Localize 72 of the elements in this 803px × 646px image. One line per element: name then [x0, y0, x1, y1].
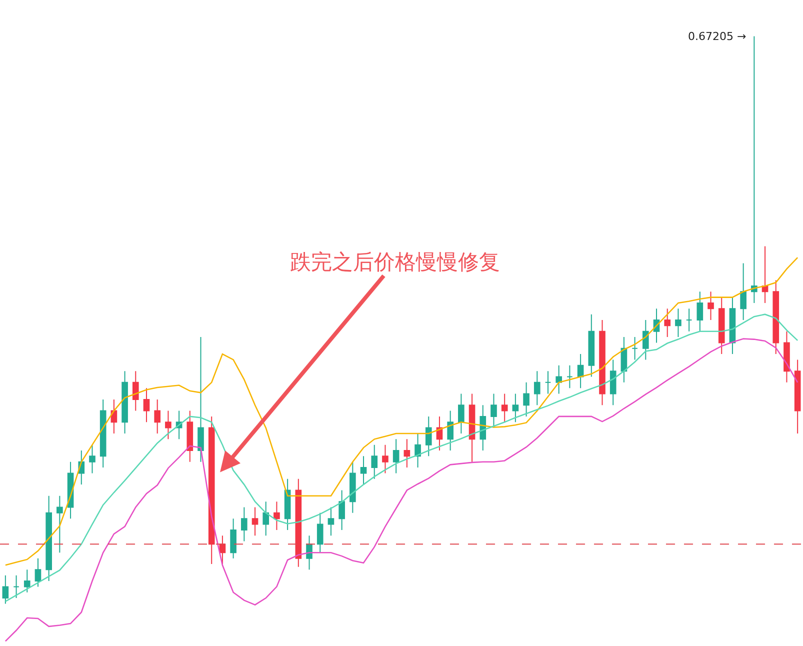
candlestick — [686, 308, 692, 332]
candlestick — [241, 506, 248, 542]
candlestick — [262, 501, 270, 536]
candlestick — [772, 280, 780, 355]
candlestick — [371, 444, 378, 480]
candlestick — [696, 291, 704, 332]
candlestick — [664, 308, 671, 338]
candlestick — [274, 501, 280, 530]
candlestick — [740, 262, 746, 320]
candlestick — [751, 36, 758, 304]
candlestick — [56, 495, 63, 554]
candlestick — [295, 478, 302, 568]
candlestick — [512, 393, 519, 423]
candlestick — [447, 410, 454, 452]
candlestick — [708, 291, 714, 320]
candlestick — [382, 444, 388, 474]
candlestick — [675, 308, 682, 338]
candlestick — [544, 370, 552, 394]
candlestick — [436, 416, 443, 452]
candlestick — [794, 359, 801, 434]
candlestick — [620, 336, 628, 383]
candlestick — [198, 336, 204, 462]
candlestick — [143, 388, 150, 423]
candlestick — [67, 461, 74, 520]
candlestick — [13, 574, 20, 599]
candlestick — [100, 398, 106, 468]
candlestick — [350, 461, 356, 514]
candlestick — [501, 393, 508, 423]
candlestick — [208, 416, 215, 564]
annotation: 0.67205 → — [688, 30, 746, 43]
candlestick — [762, 246, 768, 304]
candlestick — [610, 359, 616, 406]
candlestick — [523, 382, 530, 417]
candlestick — [729, 296, 736, 355]
candlestick — [404, 438, 410, 468]
candlestick — [122, 370, 128, 434]
candlestick — [566, 364, 573, 389]
candlestick — [186, 410, 194, 462]
candlestick — [154, 398, 160, 434]
candlestick — [2, 574, 9, 604]
candlestick — [24, 569, 30, 593]
candlestick — [392, 438, 400, 474]
candlestick — [458, 393, 464, 434]
candlestick — [490, 393, 497, 428]
candlestick — [165, 410, 172, 440]
candlestick — [534, 370, 540, 406]
candlestick — [89, 444, 96, 474]
candlestick — [599, 320, 606, 406]
candlestick — [316, 512, 324, 554]
candlestick — [110, 398, 118, 434]
candlestick — [360, 456, 367, 486]
candlestick — [632, 336, 638, 360]
candlestick — [338, 490, 345, 530]
candlestick — [414, 432, 421, 468]
candlestick — [328, 506, 334, 536]
candlestick — [284, 478, 291, 530]
candlestick — [718, 296, 725, 355]
candlestick — [230, 518, 236, 559]
candlestick — [34, 558, 42, 588]
candlestick — [219, 535, 226, 564]
candlestick — [784, 330, 790, 383]
candlestick — [468, 393, 476, 462]
candlestick — [588, 314, 595, 378]
candlestick — [556, 364, 562, 394]
candlestick — [46, 495, 52, 582]
annotation: 跌完之后价格慢慢修复 — [290, 250, 500, 274]
candlestick — [306, 535, 312, 570]
candlestick — [252, 506, 258, 536]
candlestick — [425, 416, 432, 457]
candlestick — [132, 370, 139, 412]
candlestick — [577, 354, 584, 389]
candlestick — [642, 320, 649, 360]
